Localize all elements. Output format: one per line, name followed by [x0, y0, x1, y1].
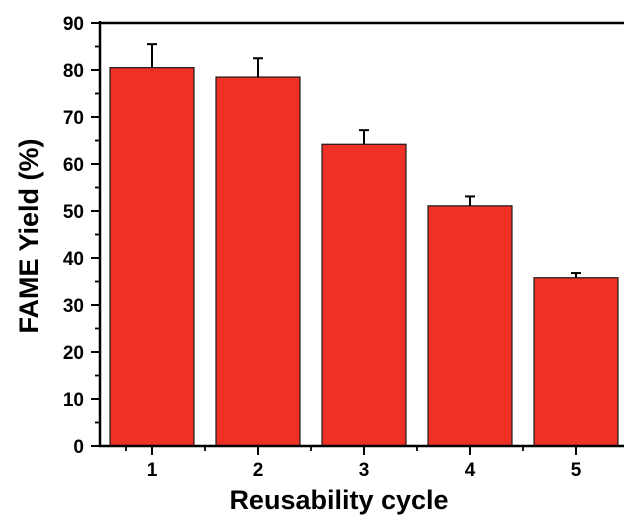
y-tick-label: 80	[63, 61, 84, 82]
y-tick-label: 60	[63, 155, 84, 176]
x-tick-label: 4	[465, 460, 476, 481]
error-bars-layer	[147, 43, 581, 278]
x-tick-label: 5	[571, 460, 582, 481]
y-tick-label: 20	[63, 343, 84, 364]
x-tick-label: 2	[253, 460, 264, 481]
y-ticks-layer: 0 10 20 30 40 50 60 70 80 90	[63, 14, 100, 458]
x-tick-label: 3	[359, 460, 370, 481]
bar-cycle-4	[427, 205, 513, 447]
bars-layer	[109, 67, 619, 447]
bar-cycle-2	[215, 76, 301, 447]
y-axis-title: FAME Yield (%)	[14, 138, 44, 333]
x-ticks-layer: 1 2 3 4 5	[125, 446, 582, 481]
x-tick-label: 1	[147, 460, 158, 481]
y-tick-label: 50	[63, 202, 84, 223]
bar-cycle-3	[321, 143, 407, 447]
bar-cycle-5	[533, 277, 619, 447]
x-axis-title: Reusability cycle	[229, 485, 448, 515]
y-tick-label: 0	[73, 437, 84, 458]
y-tick-label: 30	[63, 296, 84, 317]
bar-cycle-1	[109, 67, 195, 447]
y-tick-label: 10	[63, 390, 84, 411]
y-tick-label: 90	[63, 14, 84, 35]
y-tick-label: 40	[63, 249, 84, 270]
y-tick-label: 70	[63, 108, 84, 129]
